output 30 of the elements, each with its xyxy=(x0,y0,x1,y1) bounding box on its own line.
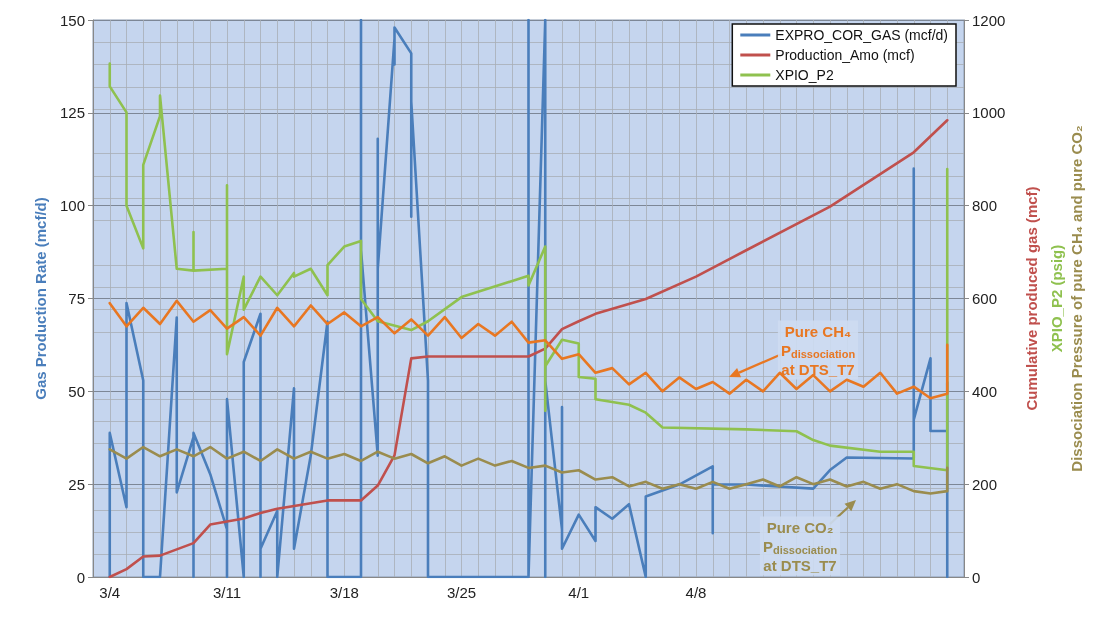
x-tick-label: 4/8 xyxy=(685,584,707,601)
text: XPIO_P2 (psig) xyxy=(1047,244,1065,353)
legend-label: Production_Amo (mcf) xyxy=(775,47,915,63)
y-axis-title: Gas Production Rate (mcf/d) xyxy=(32,197,49,400)
x-tick-label: 3/18 xyxy=(329,584,359,601)
y2-tick-label: 1200 xyxy=(972,11,1006,29)
x-tick-label: 4/1 xyxy=(568,584,590,601)
y-tick-label: 50 xyxy=(68,382,85,400)
y2-tick-label: 800 xyxy=(972,197,998,215)
y-tick-label: 100 xyxy=(59,197,85,215)
legend-label: XPIO_P2 xyxy=(775,67,834,83)
x-tick-label: 3/25 xyxy=(446,584,477,601)
text: Dissociation Pressure of pure CH₄ and pure CO₂ xyxy=(1067,125,1085,472)
y2-tick-label: 1000 xyxy=(972,104,1006,122)
y2-tick-label: 200 xyxy=(972,475,998,493)
line-series xyxy=(108,445,949,495)
line-series xyxy=(108,299,949,400)
y-tick-label: 150 xyxy=(59,11,85,29)
y-tick-label: 0 xyxy=(76,568,85,586)
y2-axis-title: Cumulative produced gas (mcf) xyxy=(1023,186,1040,411)
line-series xyxy=(108,18,949,579)
y2-tick-label: 400 xyxy=(972,382,998,400)
x-tick-label: 3/4 xyxy=(99,584,121,601)
y2-tick-label: 600 xyxy=(972,290,998,307)
y-tick-label: 75 xyxy=(68,290,85,307)
y-tick-label: 25 xyxy=(68,475,85,493)
y-tick-label: 125 xyxy=(59,104,85,122)
y2-tick-label: 0 xyxy=(972,568,981,586)
legend-label: EXPRO_COR_GAS (mcf/d) xyxy=(775,27,948,43)
x-tick-label: 3/11 xyxy=(212,584,242,601)
